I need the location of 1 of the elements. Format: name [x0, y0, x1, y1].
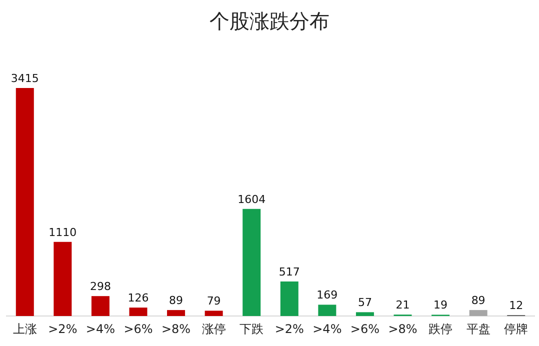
title: 个股涨跌分布: [210, 9, 330, 33]
